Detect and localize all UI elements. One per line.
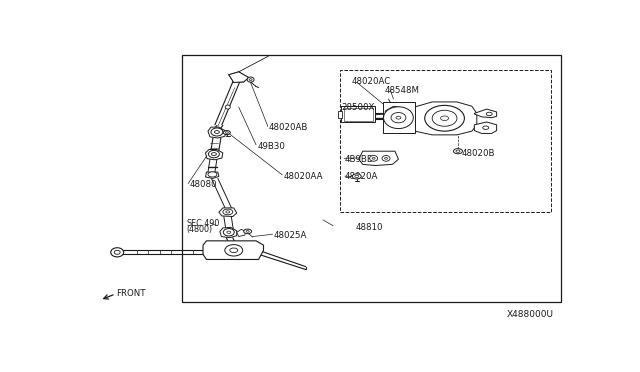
Ellipse shape [432, 110, 457, 126]
Polygon shape [474, 122, 497, 134]
Text: 4B9BB: 4B9BB [344, 155, 373, 164]
Bar [344, 108, 372, 121]
Ellipse shape [114, 250, 120, 254]
Bar [338, 110, 342, 118]
Ellipse shape [225, 105, 230, 109]
Ellipse shape [211, 153, 216, 155]
Polygon shape [385, 106, 401, 114]
Polygon shape [359, 151, 399, 166]
Text: 48810: 48810 [355, 224, 383, 232]
Text: (4800): (4800) [187, 225, 212, 234]
Ellipse shape [111, 248, 124, 257]
Ellipse shape [223, 131, 230, 135]
Ellipse shape [223, 209, 233, 215]
Ellipse shape [246, 231, 249, 232]
Text: 48020AA: 48020AA [284, 172, 323, 181]
Ellipse shape [223, 228, 234, 236]
Polygon shape [229, 72, 249, 83]
Ellipse shape [225, 132, 228, 134]
Polygon shape [205, 150, 223, 160]
Ellipse shape [372, 157, 375, 159]
Text: 28500X: 28500X [341, 103, 375, 112]
Polygon shape [237, 230, 246, 237]
Ellipse shape [391, 112, 406, 123]
Text: 48020A: 48020A [345, 173, 378, 182]
Text: 48025A: 48025A [273, 231, 307, 240]
Bar [340, 70, 551, 212]
Ellipse shape [244, 229, 252, 234]
Text: 48080: 48080 [189, 180, 216, 189]
Ellipse shape [370, 155, 378, 161]
Ellipse shape [425, 105, 465, 131]
Polygon shape [203, 241, 264, 260]
Ellipse shape [396, 116, 401, 119]
Ellipse shape [225, 244, 243, 256]
Ellipse shape [382, 155, 390, 161]
Polygon shape [383, 102, 415, 134]
Ellipse shape [440, 116, 449, 121]
Ellipse shape [355, 175, 359, 177]
Text: 48020AB: 48020AB [269, 123, 308, 132]
Polygon shape [211, 131, 225, 133]
Ellipse shape [249, 79, 252, 80]
Polygon shape [220, 227, 237, 238]
Ellipse shape [226, 211, 230, 213]
Ellipse shape [483, 126, 489, 129]
Bar [182, 55, 561, 302]
Ellipse shape [208, 172, 217, 177]
Ellipse shape [209, 150, 220, 158]
Ellipse shape [383, 107, 413, 129]
Text: 49B30: 49B30 [257, 142, 285, 151]
Ellipse shape [454, 149, 463, 154]
Text: X488000U: X488000U [507, 310, 554, 319]
Polygon shape [474, 109, 497, 118]
Polygon shape [412, 102, 477, 135]
Ellipse shape [486, 112, 492, 116]
Text: SEC.490: SEC.490 [187, 219, 220, 228]
Text: FRONT: FRONT [116, 289, 145, 298]
Ellipse shape [230, 248, 237, 253]
Polygon shape [208, 127, 226, 138]
Text: 48548M: 48548M [385, 86, 420, 95]
Bar [341, 106, 375, 122]
Text: 48020AC: 48020AC [352, 77, 391, 86]
Ellipse shape [214, 131, 220, 134]
Ellipse shape [247, 77, 254, 82]
Polygon shape [219, 208, 237, 217]
Text: 48020B: 48020B [462, 149, 495, 158]
Ellipse shape [385, 157, 388, 159]
Ellipse shape [227, 231, 231, 233]
Ellipse shape [211, 128, 223, 136]
Polygon shape [205, 172, 219, 179]
Ellipse shape [352, 174, 361, 179]
Ellipse shape [456, 150, 460, 153]
